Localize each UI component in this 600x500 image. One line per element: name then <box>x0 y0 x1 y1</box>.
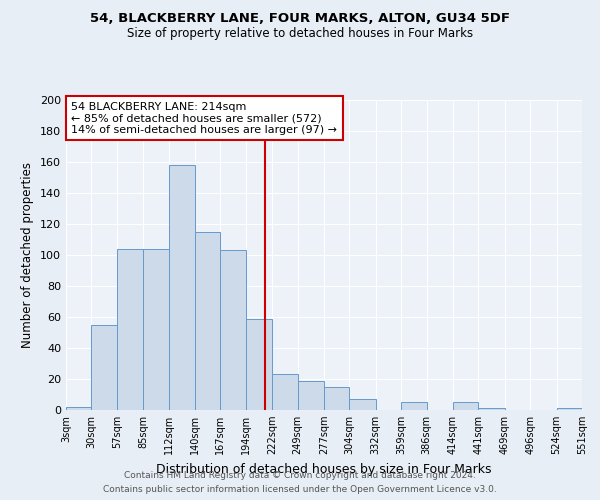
Text: 54 BLACKBERRY LANE: 214sqm
← 85% of detached houses are smaller (572)
14% of sem: 54 BLACKBERRY LANE: 214sqm ← 85% of deta… <box>71 102 337 134</box>
Bar <box>453 402 478 410</box>
Bar <box>272 374 298 410</box>
Text: Size of property relative to detached houses in Four Marks: Size of property relative to detached ho… <box>127 28 473 40</box>
Text: 54, BLACKBERRY LANE, FOUR MARKS, ALTON, GU34 5DF: 54, BLACKBERRY LANE, FOUR MARKS, ALTON, … <box>90 12 510 26</box>
Bar <box>66 407 91 410</box>
Bar <box>401 402 427 410</box>
Bar <box>478 408 505 410</box>
Bar <box>91 325 117 410</box>
Bar <box>324 387 349 410</box>
Text: Contains public sector information licensed under the Open Government Licence v3: Contains public sector information licen… <box>103 486 497 494</box>
Bar <box>557 408 582 410</box>
Bar <box>349 399 376 410</box>
Bar <box>143 249 169 410</box>
Bar <box>117 249 143 410</box>
X-axis label: Distribution of detached houses by size in Four Marks: Distribution of detached houses by size … <box>156 462 492 475</box>
Y-axis label: Number of detached properties: Number of detached properties <box>22 162 34 348</box>
Bar <box>169 165 195 410</box>
Bar <box>220 250 246 410</box>
Bar <box>298 380 324 410</box>
Bar <box>246 318 272 410</box>
Bar <box>195 232 220 410</box>
Text: Contains HM Land Registry data © Crown copyright and database right 2024.: Contains HM Land Registry data © Crown c… <box>124 472 476 480</box>
